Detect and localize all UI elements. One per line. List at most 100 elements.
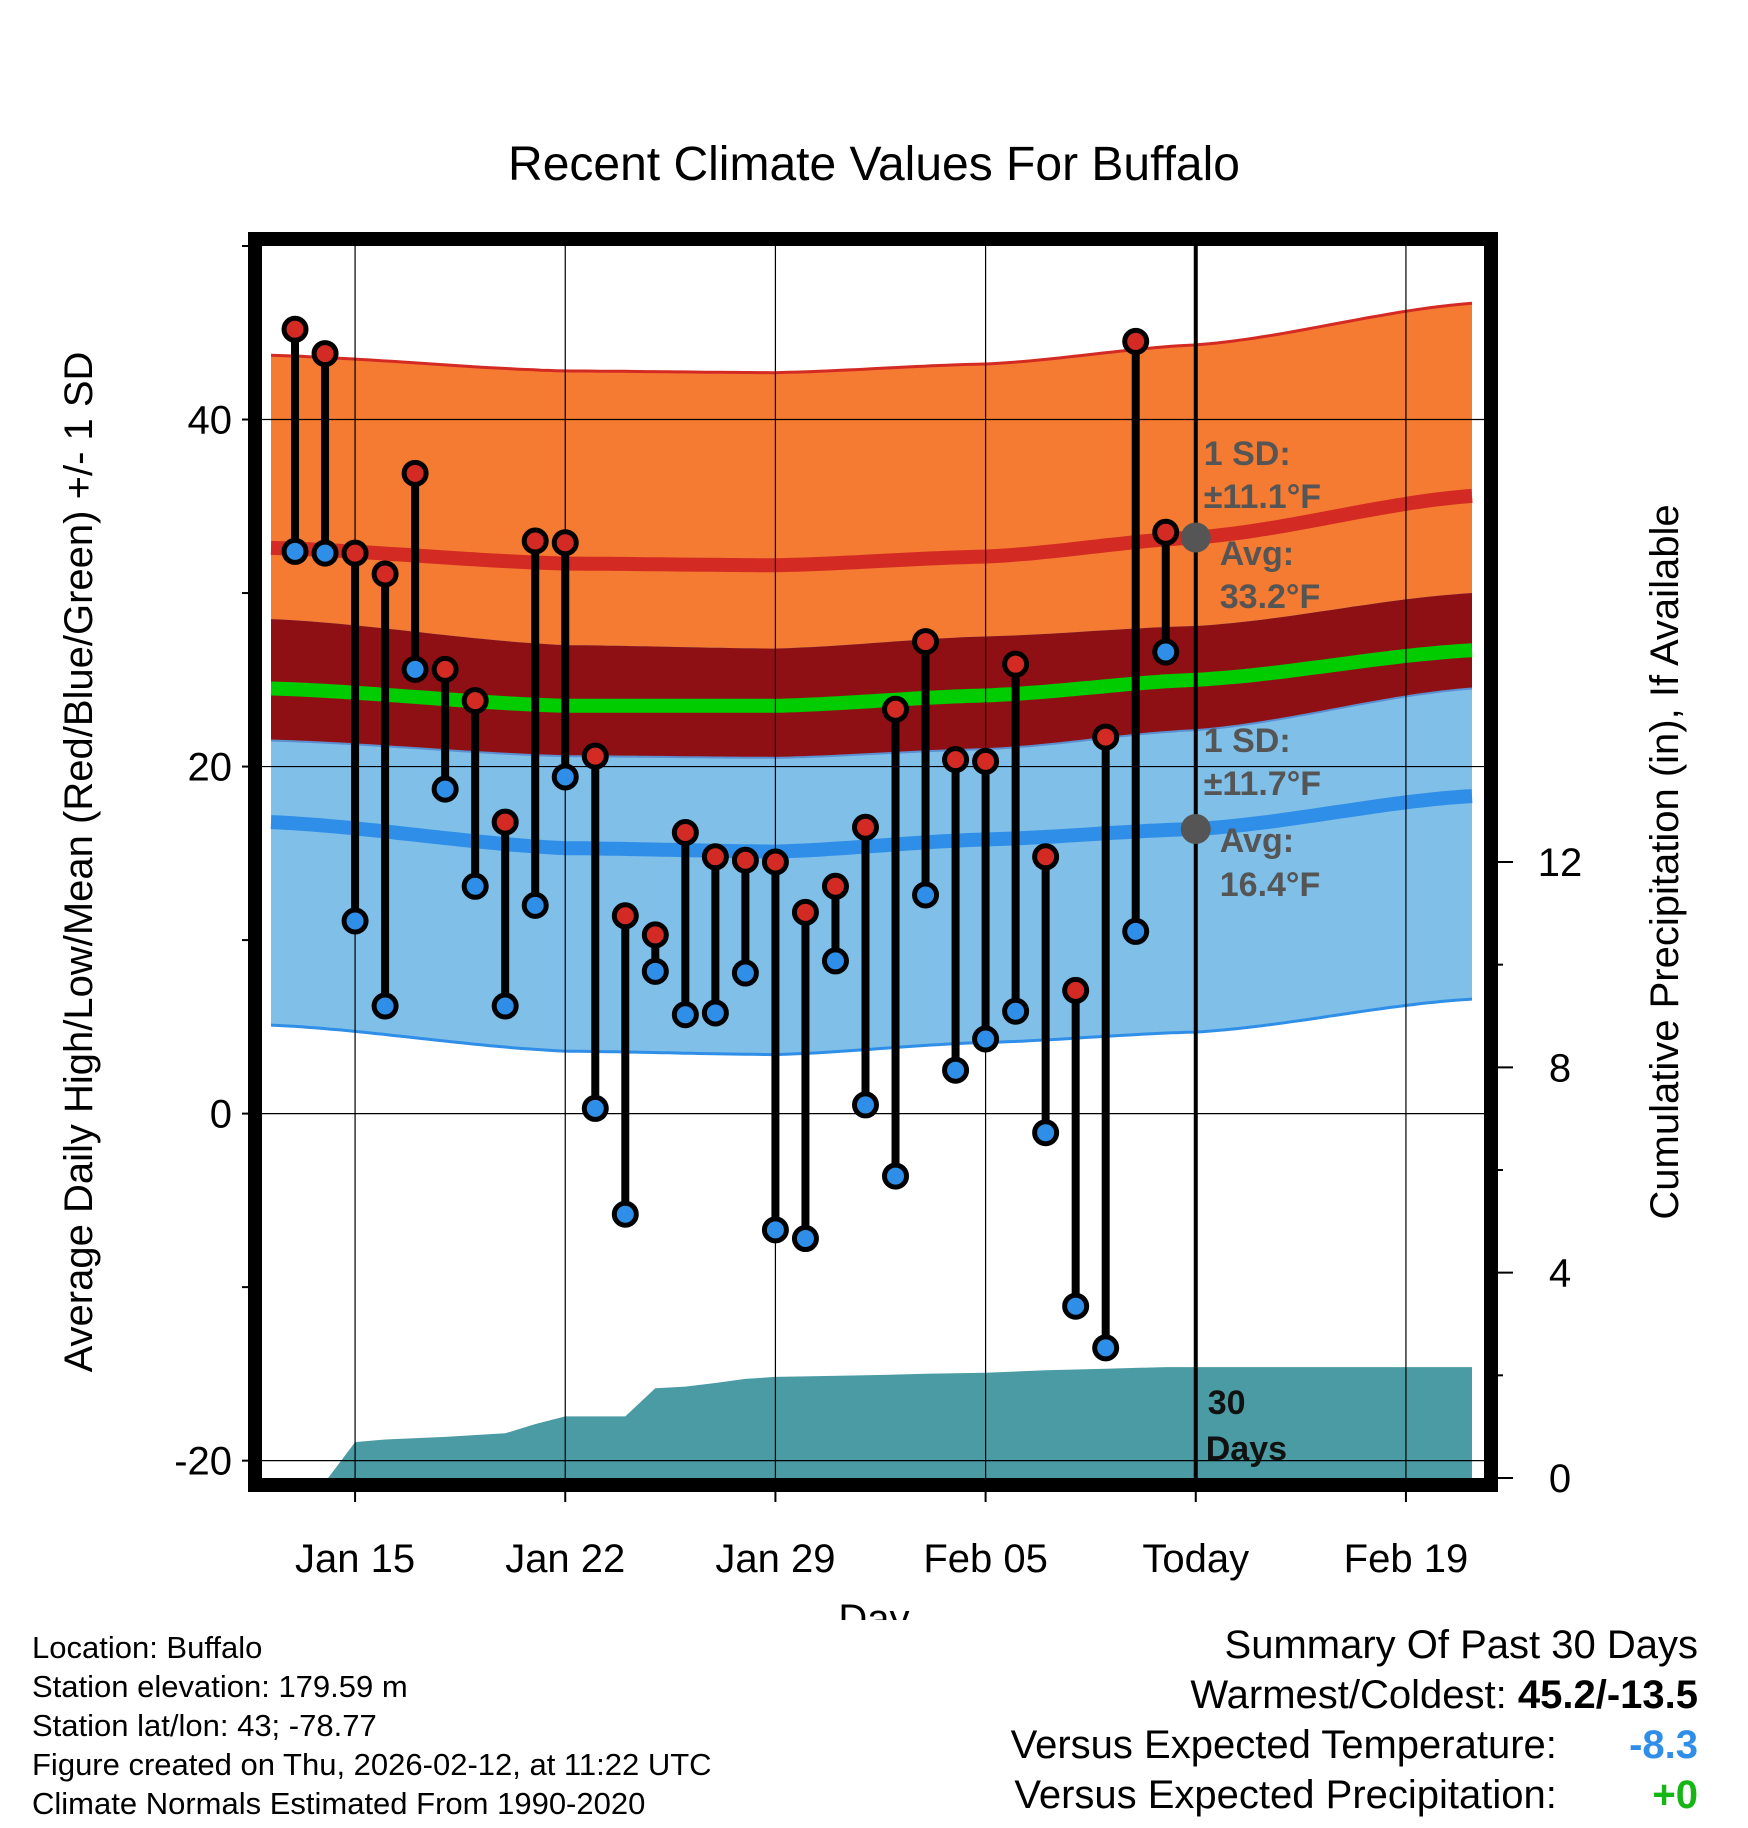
daily-high-dot [1062,976,1090,1004]
daily-high-dot [1092,723,1120,751]
prcp-value: +0 [1652,1773,1698,1817]
daily-values [281,315,1180,1362]
high-avg-value: 33.2°F [1220,578,1321,616]
normal-high-line [270,488,1473,573]
daily-low-dot [641,957,669,985]
daily-low-dot [912,881,940,909]
daily-high-dot [461,687,489,715]
y-right-tick-label: 12 [1538,841,1583,885]
daily-low-dot [821,947,849,975]
daily-high-dot [341,539,369,567]
days-number-label: 30 [1208,1384,1246,1422]
precip-area [328,1367,1473,1478]
low-sd-lower-line [270,997,1473,1057]
daily-high-dot [791,898,819,926]
daily-low-dot [1002,997,1030,1025]
days-word-label: Days [1206,1430,1287,1468]
high-avg-dot [1180,522,1211,553]
x-tick-label: Jan 29 [715,1537,835,1581]
daily-high-dot [281,315,309,343]
high-sd-value: ±11.1°F [1204,478,1321,516]
x-tick-label: Today [1142,1537,1249,1581]
daily-low-dot [401,655,429,683]
daily-high-dot [942,746,970,774]
labels: Recent Climate Values For Buffalo Day Aver… [57,138,1687,1620]
daily-high-dot [821,872,849,900]
y-right-tick-label: 0 [1549,1457,1571,1501]
daily-low-dot [1122,917,1150,945]
daily-high-dot [761,848,789,876]
warm-cold-value: 45.2/-13.5 [1517,1673,1698,1717]
high-sd-upper-line [270,301,1473,375]
daily-low-dot [521,891,549,919]
daily-low-dot [611,1200,639,1228]
daily-low-dot [461,872,489,900]
daily-high-dot [401,459,429,487]
y-left-axis-label: Average Daily High/Low/Mean (Red/Blue/Gr… [57,352,101,1373]
temp-label: Versus Expected Temperature: [1010,1723,1557,1767]
daily-high-dot [491,808,519,836]
latlon-text: Station lat/lon: 43; -78.77 [32,1708,377,1743]
y-right-axis-label: Cumulative Precipitation (in), If Availa… [1643,504,1687,1219]
daily-low-dot [1032,1119,1060,1147]
summary-panel: Summary Of Past 30 Days Warmest/Coldest:… [1011,1620,1698,1820]
summary-temp: Versus Expected Temperature: -8.3 [1011,1720,1698,1770]
daily-high-dot [551,529,579,557]
summary-warm-cold: Warmest/Coldest: 45.2/-13.5 [1011,1670,1698,1720]
plot-area [262,246,1484,1478]
axes: Jan 15 Jan 22 Jan 29 Feb 05 Today Feb 19 -20 0 2… [174,245,1583,1581]
daily-high-dot [1122,327,1150,355]
y-left-tick-label: 20 [188,746,233,790]
daily-low-dot [1062,1292,1090,1320]
summary-title: Summary Of Past 30 Days [1224,1623,1698,1667]
y-left-tick-label: 0 [210,1093,232,1137]
chart-title: Recent Climate Values For Buffalo [508,138,1240,191]
low-sd-value: ±11.7°F [1204,765,1321,803]
daily-low-dot [341,907,369,935]
low-avg-dot [1180,814,1211,845]
y-left-tick-label: 40 [188,399,233,443]
x-tick-label: Feb 05 [923,1537,1048,1581]
x-axis-label: Day [838,1597,909,1620]
warm-cold-label: Warmest/Coldest: [1190,1673,1507,1717]
daily-low-dot [431,775,459,803]
daily-high-dot [731,846,759,874]
created-text: Figure created on Thu, 2026-02-12, at 11… [32,1747,712,1782]
daily-low-dot [882,1162,910,1190]
high-avg-label: Avg: [1220,535,1294,573]
daily-low-dot [791,1225,819,1253]
daily-low-dot [731,959,759,987]
overlap-band [271,593,1472,758]
daily-high-dot [671,819,699,847]
climate-chart: 1 SD: ±11.1°F Avg: 33.2°F 1 SD: ±11.7°F Avg: 16… [57,138,1687,1620]
normals-text: Climate Normals Estimated From 1990-2020 [32,1786,646,1821]
station-info: Location: Buffalo Station elevation: 179… [32,1628,712,1823]
days-annotation: 30 Days [1206,1384,1287,1468]
daily-low-dot [972,1025,1000,1053]
elevation-text: Station elevation: 179.59 m [32,1669,408,1704]
daily-high-dot [611,902,639,930]
daily-low-dot [371,992,399,1020]
y-right-tick-label: 8 [1549,1046,1571,1090]
daily-high-dot [972,747,1000,775]
daily-low-dot [671,1001,699,1029]
daily-high-dot [521,527,549,555]
annotations: 1 SD: ±11.1°F Avg: 33.2°F 1 SD: ±11.7°F Avg: 16… [1204,435,1321,904]
daily-low-dot [851,1091,879,1119]
low-avg-label: Avg: [1220,822,1294,860]
high-sd-label: 1 SD: [1204,435,1291,473]
daily-high-dot [371,560,399,588]
daily-low-dot [701,999,729,1027]
x-tick-label: Jan 15 [295,1537,415,1581]
daily-high-dot [1032,843,1060,871]
daily-high-dot [701,843,729,871]
daily-low-dot [1152,638,1180,666]
temp-value: -8.3 [1629,1723,1698,1767]
daily-low-dot [761,1216,789,1244]
location-text: Location: Buffalo [32,1630,263,1665]
daily-high-dot [882,695,910,723]
daily-high-dot [311,340,339,368]
daily-low-dot [581,1094,609,1122]
daily-low-dot [491,992,519,1020]
x-tick-label: Feb 19 [1344,1537,1469,1581]
